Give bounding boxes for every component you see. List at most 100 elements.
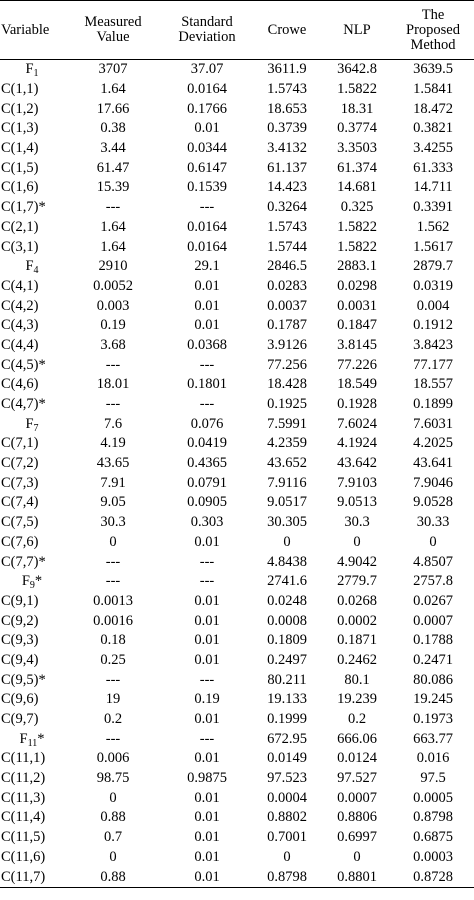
cell-proposed-method: 0.8728 xyxy=(413,868,453,885)
cell-proposed-method: 0.2471 xyxy=(413,651,453,668)
cell-nlp: 1.5822 xyxy=(337,81,377,98)
cell-variable: C(9,4) xyxy=(1,651,39,668)
cell-standard-deviation: 0.01 xyxy=(194,277,220,294)
cell-standard-deviation: 0.1801 xyxy=(187,376,227,393)
cell-standard-deviation: --- xyxy=(199,573,215,590)
cell-standard-deviation: 0.01 xyxy=(194,829,220,846)
cell-measured-value: 4.19 xyxy=(100,435,126,452)
cell-measured-value: --- xyxy=(105,199,121,216)
cell-measured-value: 30.3 xyxy=(100,514,126,531)
cell-proposed-method: 0.0007 xyxy=(413,612,453,629)
cell-proposed-method: 0.8798 xyxy=(413,809,453,826)
cell-crowe: 0.3739 xyxy=(267,120,307,137)
cell-crowe: 9.0517 xyxy=(267,494,307,511)
cell-variable: C(11,6) xyxy=(1,848,46,865)
cell-variable: C(9,3) xyxy=(1,632,39,649)
table-row: C(1,1) 1.64 0.0164 1.5743 1.5822 1.5841 xyxy=(0,80,474,100)
cell-variable: C(7,3) xyxy=(1,474,39,491)
cell-nlp: 3.3503 xyxy=(337,140,377,157)
cell-proposed-method: 43.641 xyxy=(413,455,453,472)
cell-nlp: 18.31 xyxy=(340,100,374,117)
cell-crowe: 18.653 xyxy=(267,100,307,117)
cell-proposed-method: 2879.7 xyxy=(413,258,453,275)
cell-crowe: 43.652 xyxy=(267,455,307,472)
cell-proposed-method: 663.77 xyxy=(413,730,453,747)
cell-standard-deviation: 0.0419 xyxy=(187,435,227,452)
cell-variable: C(11,4) xyxy=(1,809,46,826)
cell-variable: C(11,1) xyxy=(1,750,46,767)
cell-standard-deviation: 0.1539 xyxy=(187,179,227,196)
cell-crowe: 0.1809 xyxy=(267,632,307,649)
cell-measured-value: 0.25 xyxy=(100,651,126,668)
cell-nlp: 1.5822 xyxy=(337,238,377,255)
cell-variable: C(7,4) xyxy=(1,494,39,511)
cell-measured-value: 0.38 xyxy=(100,120,126,137)
cell-variable: C(1,6) xyxy=(1,179,39,196)
cell-crowe: 1.5744 xyxy=(267,238,307,255)
cell-variable: C(9,1) xyxy=(1,592,39,609)
header-proposed-method: The Proposed Method xyxy=(406,6,460,53)
cell-variable: C(1,2) xyxy=(1,100,39,117)
cell-standard-deviation: 0.01 xyxy=(194,651,220,668)
cell-standard-deviation: 0.0164 xyxy=(187,238,227,255)
table-row: C(11,6) 0 0.01 0 0 0.0003 xyxy=(0,848,474,868)
cell-measured-value: 0 xyxy=(109,533,117,550)
cell-nlp: 0.0298 xyxy=(337,277,377,294)
cell-variable: C(4,7)* xyxy=(1,396,46,413)
cell-nlp: 0.2 xyxy=(347,711,367,728)
cell-crowe: 0.1925 xyxy=(267,396,307,413)
cell-variable: F4 xyxy=(25,258,39,277)
cell-measured-value: --- xyxy=(105,730,121,747)
cell-nlp: 0.1871 xyxy=(337,632,377,649)
cell-standard-deviation: 0.6147 xyxy=(187,159,227,176)
cell-standard-deviation: 0.01 xyxy=(194,120,220,137)
table-row: C(11,7) 0.88 0.01 0.8798 0.8801 0.8728 xyxy=(0,867,474,888)
cell-nlp: 80.1 xyxy=(344,671,370,688)
cell-proposed-method: 80.086 xyxy=(413,671,453,688)
cell-measured-value: 43.65 xyxy=(96,455,130,472)
cell-measured-value: 7.91 xyxy=(100,474,126,491)
cell-crowe: 18.428 xyxy=(267,376,307,393)
cell-measured-value: 0.19 xyxy=(100,317,126,334)
table-row: C(11,5) 0.7 0.01 0.7001 0.6997 0.6875 xyxy=(0,828,474,848)
table-row: C(7,3) 7.91 0.0791 7.9116 7.9103 7.9046 xyxy=(0,473,474,493)
cell-variable: C(7,1) xyxy=(1,435,39,452)
cell-measured-value: 17.66 xyxy=(96,100,130,117)
cell-standard-deviation: 0.01 xyxy=(194,612,220,629)
table-row: F9* --- --- 2741.6 2779.7 2757.8 xyxy=(0,572,474,592)
cell-crowe: 77.256 xyxy=(267,356,307,373)
cell-crowe: 97.523 xyxy=(267,770,307,787)
cell-proposed-method: 4.2025 xyxy=(413,435,453,452)
cell-standard-deviation: --- xyxy=(199,553,215,570)
cell-crowe: 0.8798 xyxy=(267,868,307,885)
cell-variable: C(1,3) xyxy=(1,120,39,137)
cell-nlp: 14.681 xyxy=(337,179,377,196)
cell-standard-deviation: 0.076 xyxy=(190,415,224,432)
cell-crowe: 4.2359 xyxy=(267,435,307,452)
cell-measured-value: --- xyxy=(105,553,121,570)
cell-standard-deviation: 0.1766 xyxy=(187,100,227,117)
cell-proposed-method: 0.1899 xyxy=(413,396,453,413)
cell-measured-value: 15.39 xyxy=(96,179,130,196)
cell-nlp: 0 xyxy=(353,533,361,550)
cell-proposed-method: 18.557 xyxy=(413,376,453,393)
cell-nlp: 4.9042 xyxy=(337,553,377,570)
cell-nlp: 0.8806 xyxy=(337,809,377,826)
table-row: C(4,2) 0.003 0.01 0.0037 0.0031 0.004 xyxy=(0,296,474,316)
cell-measured-value: 0.0016 xyxy=(93,612,133,629)
cell-measured-value: 7.6 xyxy=(103,415,123,432)
cell-measured-value: 1.64 xyxy=(100,218,126,235)
table-row: C(4,7)* --- --- 0.1925 0.1928 0.1899 xyxy=(0,395,474,415)
cell-nlp: 3642.8 xyxy=(337,61,377,78)
cell-standard-deviation: 0.01 xyxy=(194,750,220,767)
cell-variable: C(7,6) xyxy=(1,533,39,550)
cell-variable: C(11,7) xyxy=(1,868,46,885)
table-row: C(7,5) 30.3 0.303 30.305 30.3 30.33 xyxy=(0,513,474,533)
cell-standard-deviation: 0.01 xyxy=(194,632,220,649)
cell-standard-deviation: 0.9875 xyxy=(187,770,227,787)
cell-variable: C(9,7) xyxy=(1,711,39,728)
cell-nlp: 97.527 xyxy=(337,770,377,787)
cell-variable: C(1,5) xyxy=(1,159,39,176)
